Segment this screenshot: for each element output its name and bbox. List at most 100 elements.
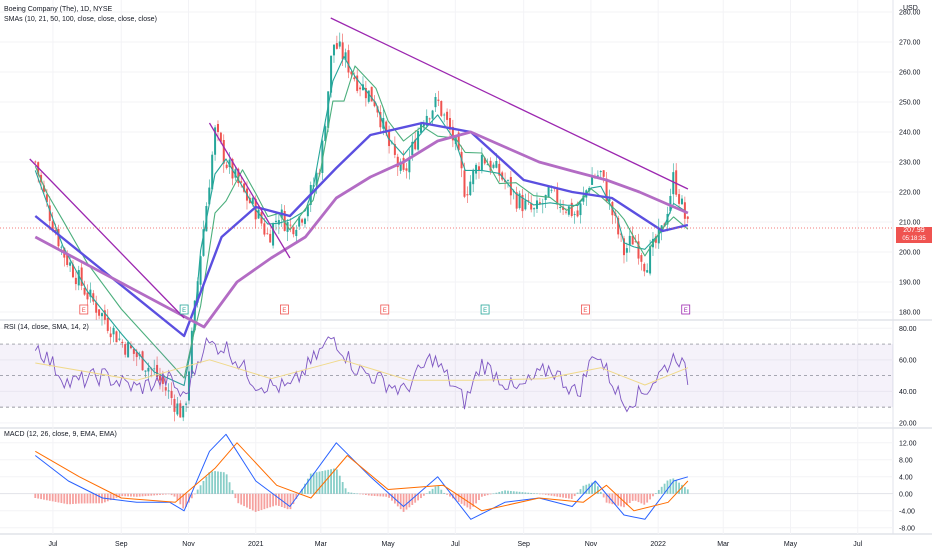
candle[interactable] (77, 265, 80, 291)
candle[interactable] (364, 80, 367, 107)
candle[interactable] (492, 162, 495, 170)
earnings-marker[interactable]: E (581, 304, 590, 315)
candle[interactable] (448, 109, 451, 137)
candle[interactable] (332, 44, 335, 63)
candle[interactable] (440, 100, 443, 118)
candle[interactable] (74, 271, 77, 291)
candle[interactable] (547, 185, 550, 198)
candle[interactable] (48, 196, 51, 231)
candle[interactable] (295, 225, 298, 242)
candle[interactable] (399, 158, 402, 174)
candle[interactable] (405, 162, 408, 179)
candle[interactable] (103, 304, 106, 325)
candle[interactable] (649, 239, 652, 276)
trendline[interactable] (330, 17, 689, 190)
trendline[interactable] (208, 122, 291, 259)
candle[interactable] (269, 229, 272, 243)
candle[interactable] (678, 188, 681, 210)
candle[interactable] (286, 219, 289, 242)
candle[interactable] (393, 136, 396, 159)
candle[interactable] (599, 170, 602, 179)
candle[interactable] (556, 182, 559, 210)
candle[interactable] (222, 134, 225, 173)
candle[interactable] (625, 242, 628, 262)
candle[interactable] (634, 234, 637, 243)
candle[interactable] (182, 405, 185, 422)
candle[interactable] (109, 326, 112, 344)
candle[interactable] (98, 309, 101, 320)
candle[interactable] (518, 190, 521, 210)
candle[interactable] (541, 198, 544, 214)
candle[interactable] (356, 69, 359, 94)
candle[interactable] (475, 162, 478, 180)
candle[interactable] (567, 206, 570, 217)
candle[interactable] (83, 280, 86, 296)
candle[interactable] (187, 365, 190, 405)
candle[interactable] (480, 147, 483, 174)
earnings-marker[interactable]: E (280, 304, 289, 315)
candle[interactable] (443, 112, 446, 123)
candle[interactable] (469, 175, 472, 196)
candle[interactable] (585, 189, 588, 206)
candle[interactable] (95, 295, 98, 320)
sma-50-line[interactable] (34, 121, 689, 338)
candle[interactable] (202, 220, 205, 257)
candle[interactable] (680, 195, 683, 205)
candle[interactable] (622, 235, 625, 264)
candle[interactable] (335, 35, 338, 50)
candle[interactable] (573, 211, 576, 224)
trendline[interactable] (29, 158, 185, 319)
candle[interactable] (417, 127, 420, 152)
candle[interactable] (628, 228, 631, 253)
candle[interactable] (367, 90, 370, 104)
candle[interactable] (361, 76, 364, 91)
earnings-marker[interactable]: E (480, 304, 490, 315)
candle[interactable] (472, 168, 475, 193)
candle[interactable] (167, 383, 170, 399)
candle[interactable] (524, 193, 527, 211)
candle[interactable] (498, 158, 501, 182)
candle[interactable] (515, 186, 518, 212)
candle[interactable] (115, 330, 118, 343)
candle[interactable] (686, 215, 689, 224)
candle[interactable] (608, 189, 611, 210)
candle[interactable] (431, 109, 434, 125)
candle[interactable] (344, 48, 347, 68)
macd-line[interactable] (34, 433, 689, 520)
candle[interactable] (570, 198, 573, 218)
candle[interactable] (675, 163, 678, 197)
candle[interactable] (100, 312, 103, 326)
candle[interactable] (466, 186, 469, 204)
candle[interactable] (266, 228, 269, 235)
candle[interactable] (370, 86, 373, 102)
earnings-marker[interactable]: E (681, 304, 691, 315)
candle[interactable] (234, 166, 237, 181)
sma-21-line[interactable] (34, 65, 689, 379)
candle[interactable] (176, 396, 179, 417)
candle[interactable] (353, 72, 356, 82)
earnings-marker[interactable]: E (179, 304, 189, 315)
candle[interactable] (379, 105, 382, 134)
candle[interactable] (643, 262, 646, 277)
candle[interactable] (127, 340, 130, 358)
candle[interactable] (179, 400, 182, 418)
candle[interactable] (637, 233, 640, 265)
rsi-line[interactable] (34, 336, 689, 413)
candle[interactable] (214, 125, 217, 161)
candle[interactable] (359, 85, 362, 97)
candle[interactable] (69, 255, 72, 273)
candle[interactable] (292, 226, 295, 238)
candle[interactable] (347, 44, 350, 79)
candle[interactable] (80, 263, 83, 291)
candle[interactable] (132, 348, 135, 362)
candle[interactable] (263, 217, 266, 237)
candle[interactable] (611, 201, 614, 225)
candle[interactable] (437, 90, 440, 106)
candle[interactable] (153, 359, 156, 376)
candle[interactable] (141, 350, 144, 371)
sma-100-line[interactable] (34, 130, 689, 329)
candle[interactable] (669, 188, 672, 214)
candle[interactable] (579, 202, 582, 224)
candle[interactable] (211, 151, 214, 192)
candle[interactable] (124, 341, 127, 358)
